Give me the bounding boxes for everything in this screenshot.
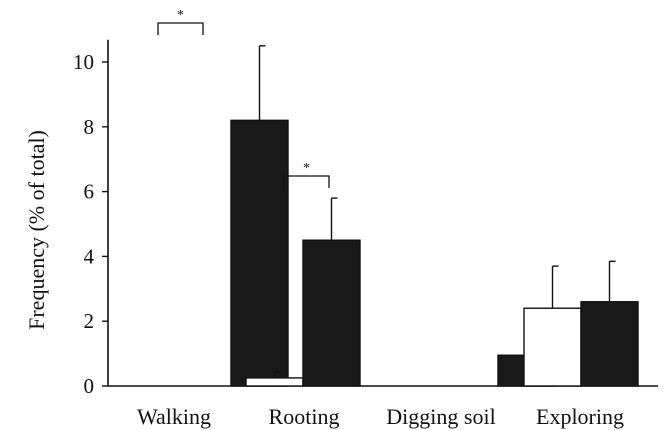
bars	[157, 22, 639, 387]
y-tick-label: 4	[84, 244, 95, 268]
labels: 0 2 4 6 8 10 * * Walking Rooting Digging soil Explo…	[73, 8, 624, 429]
bar-filled-rooting	[302, 239, 361, 387]
y-tick-label: 2	[84, 309, 95, 333]
category-label: Digging soil	[386, 404, 495, 429]
y-tick-label: 6	[84, 180, 95, 204]
significance-bracket	[157, 22, 204, 35]
bar-filled-walking	[230, 119, 289, 387]
significance-star: *	[303, 161, 310, 176]
y-tick-label: 10	[73, 50, 94, 74]
bar-open-rooting	[245, 377, 304, 387]
category-label: Walking	[137, 404, 211, 429]
bar-filled-exploring	[580, 301, 639, 387]
category-label: Rooting	[269, 404, 340, 429]
y-axis-title: Frequency (% of total)	[24, 130, 49, 330]
y-tick-label: 8	[84, 115, 95, 139]
category-label: Exploring	[536, 404, 624, 429]
bar-open-exploring	[523, 307, 582, 387]
significance-bracket	[283, 175, 330, 188]
significance-star: *	[177, 8, 184, 23]
y-tick-label: 0	[84, 374, 95, 398]
